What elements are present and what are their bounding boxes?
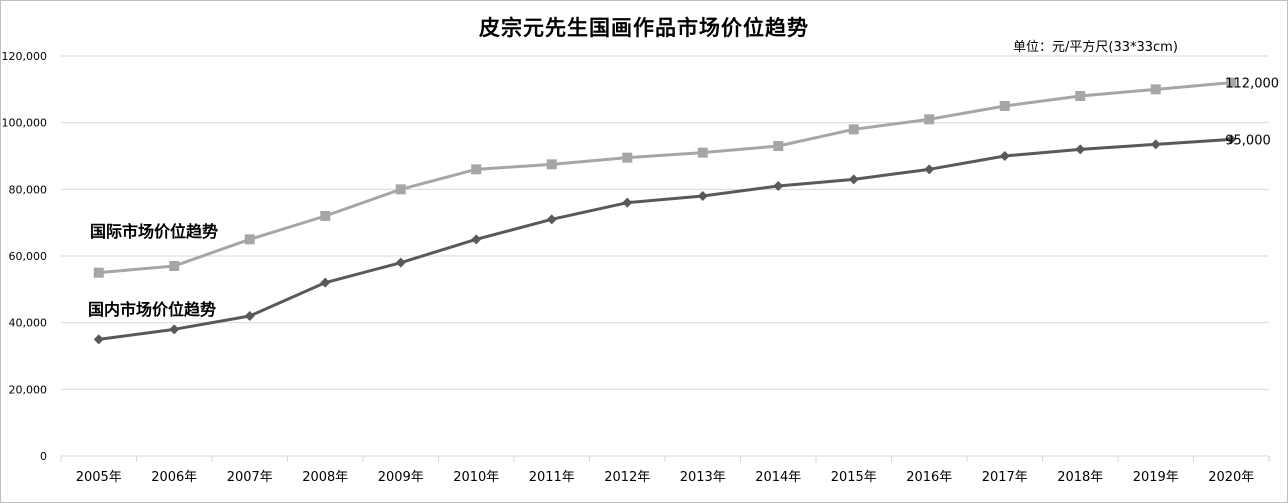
data-point — [1150, 139, 1161, 150]
data-point — [999, 101, 1010, 111]
x-tick-label: 2012年 — [604, 470, 650, 485]
data-point — [622, 197, 633, 208]
data-point — [848, 174, 859, 185]
data-point — [244, 311, 255, 321]
chart-title: 皮宗元先生国画作品市场价位趋势 — [479, 16, 809, 40]
series-label-domestic: 国内市场价位趋势 — [88, 300, 217, 319]
x-tick-label: 2008年 — [302, 470, 348, 485]
data-point — [924, 164, 935, 175]
data-label: 95,000 — [1225, 133, 1271, 148]
data-point — [471, 234, 482, 245]
data-point — [773, 181, 784, 191]
y-tick-label: 20,000 — [9, 383, 48, 396]
data-point — [1226, 77, 1237, 88]
data-point — [93, 334, 104, 345]
y-tick-label: 0 — [40, 450, 47, 463]
data-point — [1150, 84, 1161, 95]
data-point — [1075, 144, 1086, 155]
x-tick-label: 2015年 — [831, 470, 877, 485]
y-tick-label: 100,000 — [2, 117, 48, 130]
y-tick-label: 120,000 — [2, 50, 48, 63]
x-tick-label: 2011年 — [529, 470, 575, 485]
x-tick-label: 2014年 — [755, 470, 801, 485]
x-tick-label: 2019年 — [1133, 470, 1179, 485]
data-label: 112,000 — [1225, 77, 1279, 92]
data-point — [395, 257, 406, 268]
y-tick-label: 60,000 — [9, 250, 48, 263]
x-tick-label: 2020年 — [1208, 470, 1254, 485]
data-point — [697, 191, 708, 201]
x-tick-label: 2005年 — [76, 470, 122, 485]
data-point — [546, 159, 557, 170]
x-tick-label: 2017年 — [982, 470, 1028, 485]
data-point — [1226, 134, 1237, 145]
data-point — [244, 234, 255, 245]
x-tick-label: 2013年 — [680, 470, 726, 485]
series-label-international: 国际市场价位趋势 — [90, 222, 219, 241]
x-tick-label: 2007年 — [227, 470, 273, 485]
y-tick-label: 80,000 — [9, 183, 48, 196]
x-tick-label: 2018年 — [1057, 470, 1103, 485]
series-line — [98, 137, 1232, 341]
data-point — [773, 141, 784, 151]
x-tick-label: 2016年 — [906, 470, 952, 485]
data-point — [999, 151, 1010, 161]
data-point — [169, 261, 180, 271]
data-point — [93, 267, 104, 278]
unit-label: 单位：元/平方尺(33*33cm) — [1013, 40, 1178, 55]
x-tick-label: 2006年 — [151, 470, 197, 485]
data-point — [471, 164, 482, 175]
data-point — [395, 184, 406, 195]
data-point — [622, 152, 633, 163]
y-tick-label: 40,000 — [9, 317, 48, 330]
series-line — [98, 81, 1232, 275]
x-tick-label: 2009年 — [378, 470, 424, 485]
data-point — [546, 214, 557, 225]
data-point — [697, 147, 708, 158]
data-point — [1075, 91, 1086, 101]
data-point — [848, 124, 859, 135]
x-tick-label: 2010年 — [453, 470, 499, 485]
data-point — [169, 324, 180, 335]
data-point — [320, 277, 331, 288]
data-point — [320, 211, 331, 221]
data-point — [924, 114, 935, 125]
